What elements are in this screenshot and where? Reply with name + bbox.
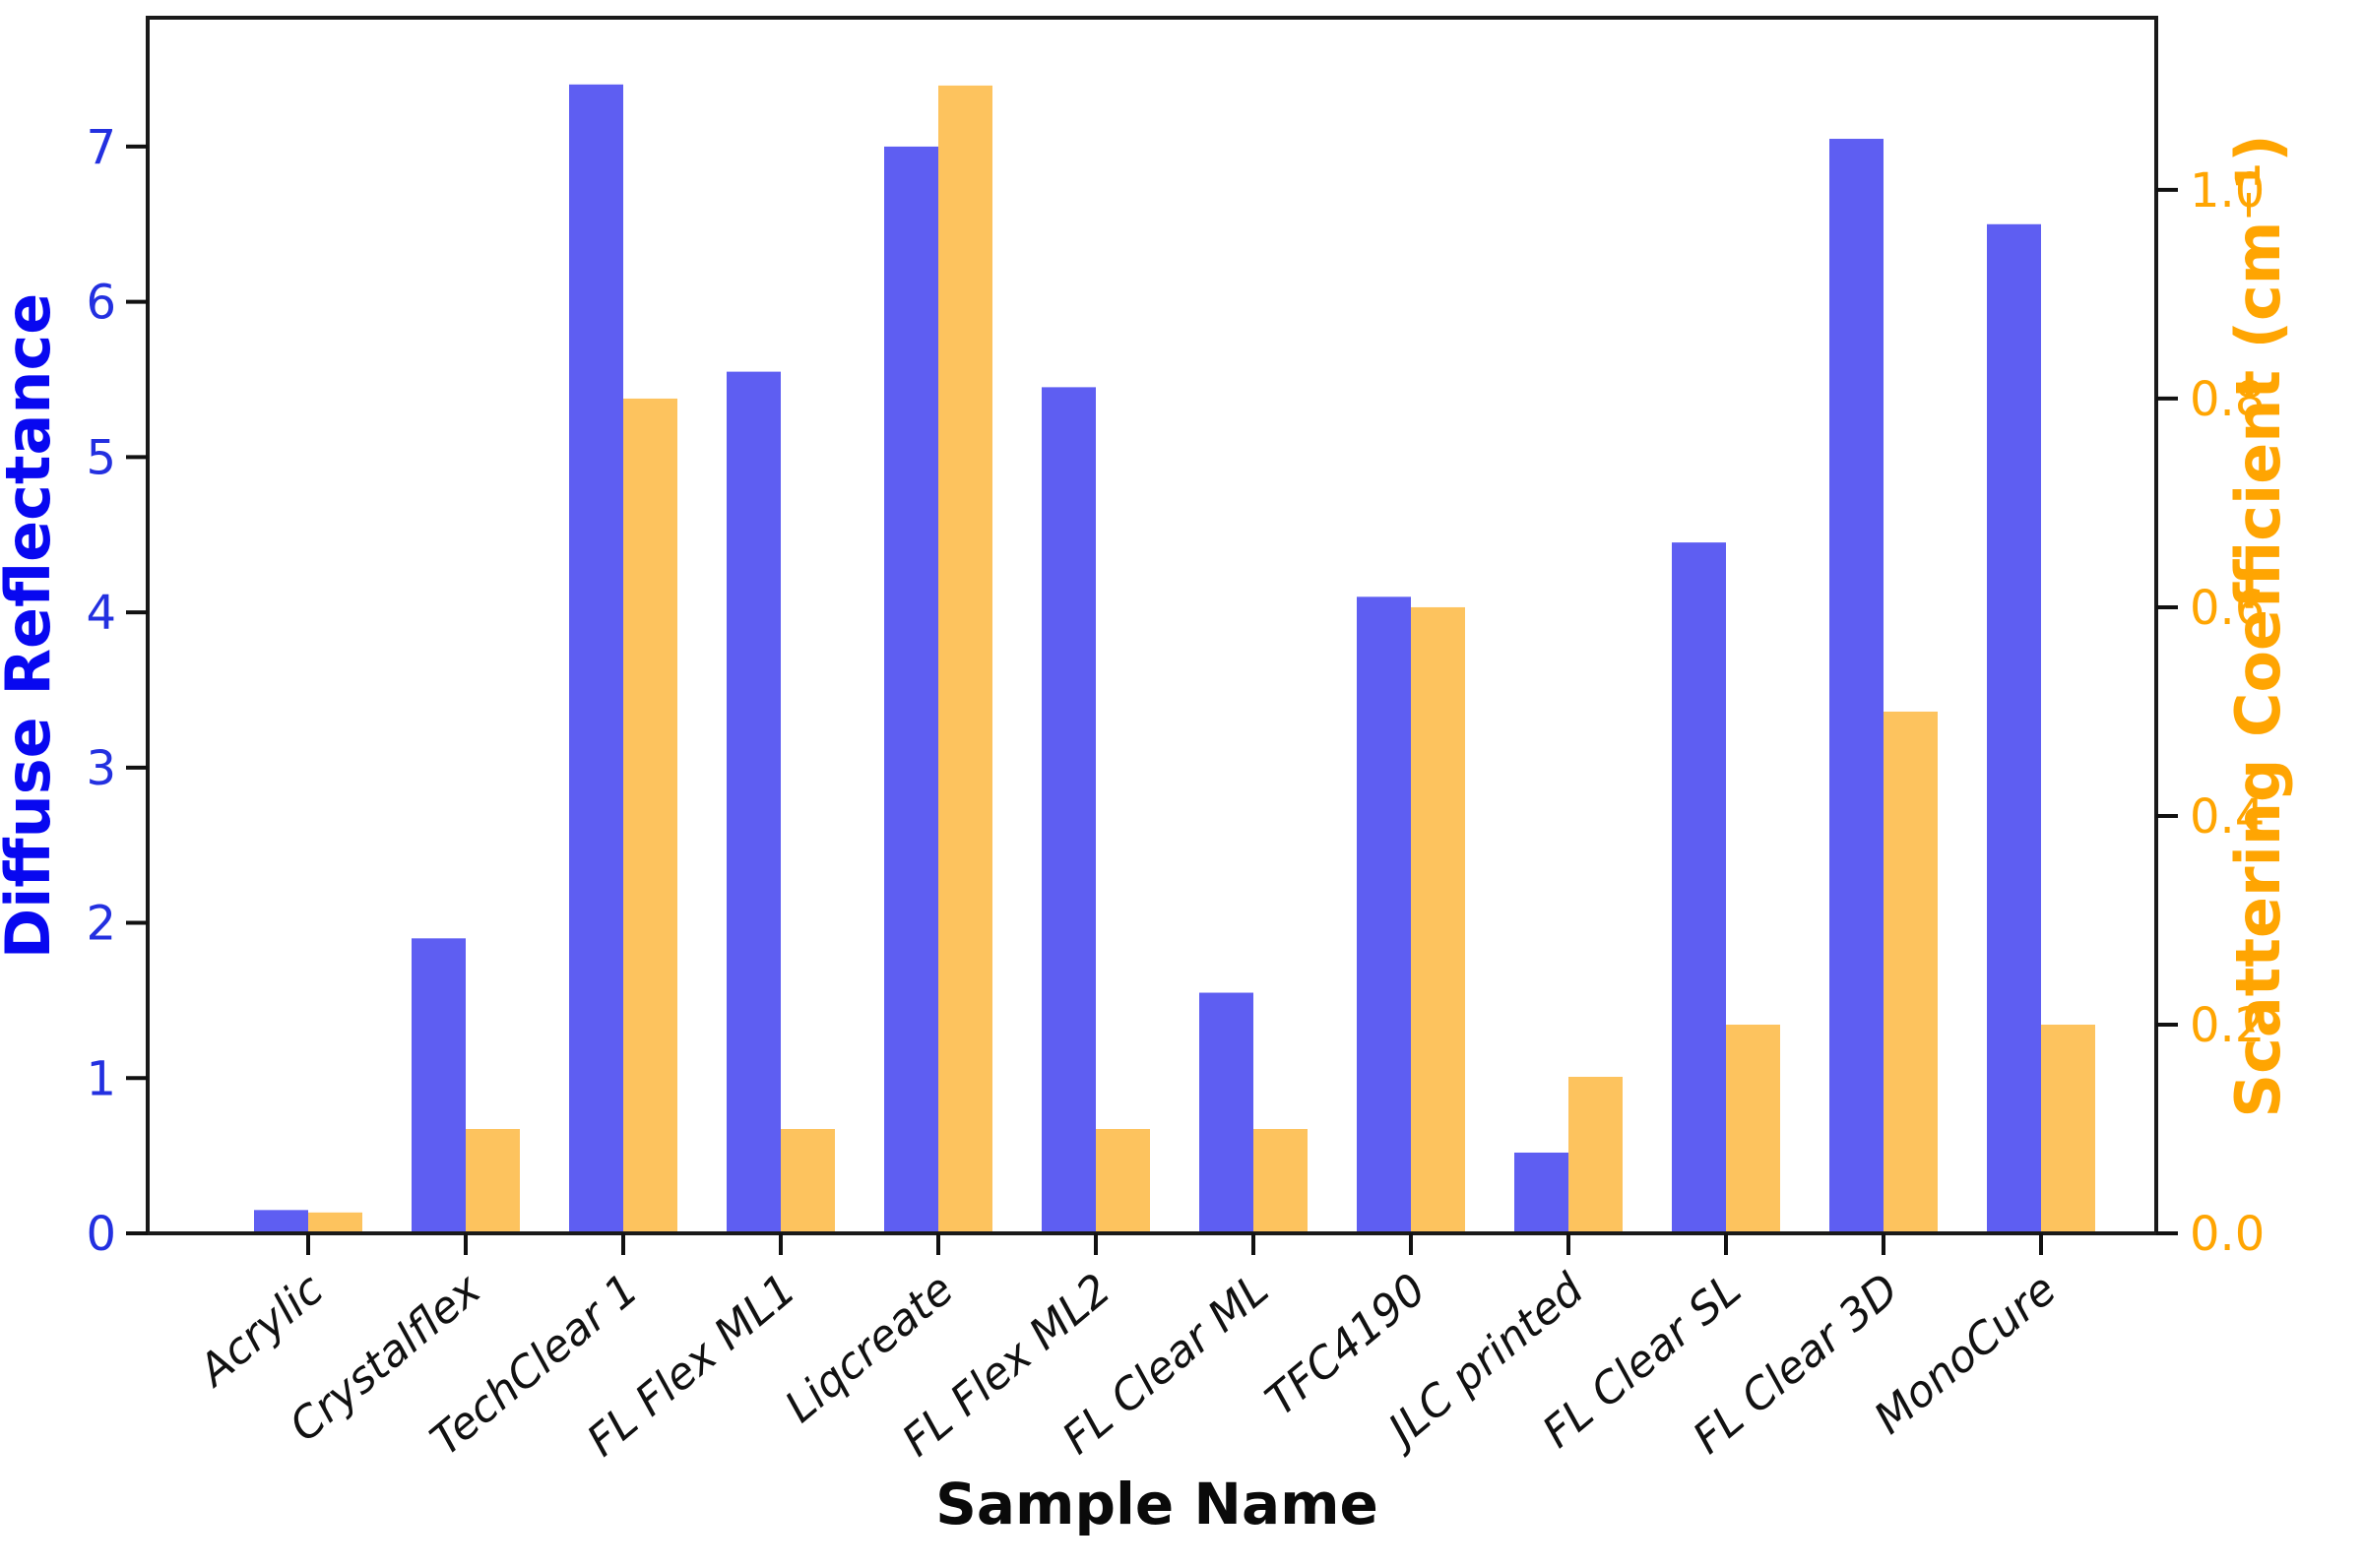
bar-diffuse-reflectance: [254, 1210, 308, 1233]
bar-diffuse-reflectance: [1042, 387, 1096, 1233]
left-tick-label: 0: [86, 1207, 116, 1262]
bar-scattering-coefficient: [1568, 1076, 1623, 1233]
right-tick-label: 0.0: [2190, 1207, 2265, 1262]
right-tick-label: 0.4: [2190, 789, 2265, 845]
bar-scattering-coefficient: [1726, 1024, 1780, 1233]
bar-diffuse-reflectance: [569, 84, 623, 1233]
bar-diffuse-reflectance: [727, 371, 781, 1234]
bar-diffuse-reflectance: [1829, 139, 1884, 1233]
right-tick-label: 1.0: [2190, 163, 2265, 219]
right-tick-label: 0.6: [2190, 581, 2265, 636]
bar-scattering-coefficient: [1096, 1128, 1150, 1233]
bar-scattering-coefficient: [938, 85, 992, 1234]
bar-scattering-coefficient: [2041, 1024, 2095, 1233]
left-y-axis-title: Diffuse Reflectance: [0, 293, 64, 960]
left-tick-label: 1: [86, 1051, 116, 1106]
right-tick-label: 0.8: [2190, 372, 2265, 427]
bar-scattering-coefficient: [781, 1128, 835, 1233]
left-tick-label: 2: [86, 897, 116, 952]
plot-frame: [146, 16, 2158, 1235]
bar-diffuse-reflectance: [1672, 542, 1726, 1233]
x-tick-label: Acrylic: [187, 1264, 333, 1398]
bar-scattering-coefficient: [466, 1128, 520, 1233]
left-tick-label: 5: [86, 430, 116, 485]
left-tick-label: 4: [86, 586, 116, 641]
bar-scattering-coefficient: [1253, 1128, 1308, 1233]
bar-diffuse-reflectance: [1357, 596, 1411, 1233]
bar-diffuse-reflectance: [1199, 992, 1253, 1233]
bar-diffuse-reflectance: [412, 938, 466, 1233]
right-y-axis-title: Scattering Coefficient (cm⁻¹): [2222, 134, 2294, 1117]
right-tick-label: 0.2: [2190, 998, 2265, 1053]
tick-labels-layer: 012345670.00.20.40.60.81.0AcrylicCrystal…: [86, 120, 2265, 1467]
left-tick-label: 7: [86, 120, 116, 175]
bar-scattering-coefficient: [1411, 606, 1465, 1233]
axes-layer: [126, 16, 2178, 1255]
left-tick-label: 6: [86, 276, 116, 331]
bar-scattering-coefficient: [623, 398, 677, 1233]
bar-diffuse-reflectance: [1514, 1152, 1568, 1233]
bars-layer: [254, 84, 2095, 1234]
bar-diffuse-reflectance: [884, 146, 938, 1234]
bar-scattering-coefficient: [1884, 711, 1938, 1233]
bar-scattering-coefficient: [308, 1212, 362, 1233]
bar-diffuse-reflectance: [1987, 223, 2041, 1234]
left-tick-label: 3: [86, 741, 116, 796]
x-axis-title: Sample Name: [935, 1471, 1378, 1537]
